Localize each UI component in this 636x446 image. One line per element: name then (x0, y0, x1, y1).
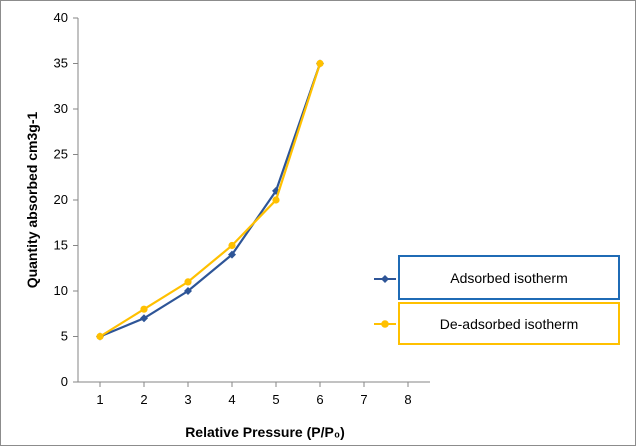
x-ticks: 1 2 3 4 5 6 7 8 (96, 382, 412, 407)
series-line-2 (99, 63, 322, 338)
x-tick-label: 3 (184, 392, 191, 407)
y-tick-label: 30 (54, 101, 68, 116)
y-tick-label: 40 (54, 10, 68, 25)
series-layer (96, 59, 324, 341)
x-tick-label: 5 (272, 392, 279, 407)
legend-label-deadsorbed: De-adsorbed isotherm (439, 315, 579, 332)
y-axis-title: Quantity absorbed cm3g-1 (24, 111, 40, 288)
legend-marker-2 (381, 320, 389, 328)
x-tick-label: 6 (316, 392, 323, 407)
x-tick-label: 2 (140, 392, 147, 407)
data-point (228, 241, 236, 250)
data-point (140, 314, 148, 323)
data-point (184, 287, 192, 295)
y-ticks: 0 5 10 15 20 25 30 35 40 (54, 10, 78, 389)
x-axis-title: Relative Pressure (P/P₀) (185, 424, 345, 440)
data-point (228, 250, 236, 259)
axes (77, 18, 430, 383)
y-tick-label: 0 (61, 374, 68, 389)
data-point (140, 305, 148, 313)
y-tick-label: 15 (54, 238, 68, 253)
legend-label-adsorbed: Adsorbed isotherm (450, 269, 568, 286)
y-tick-label: 20 (54, 192, 68, 207)
y-tick-label: 5 (61, 329, 68, 344)
data-point (184, 278, 192, 286)
series-line-1 (99, 63, 322, 338)
x-tick-label: 1 (96, 392, 103, 407)
x-tick-label: 7 (360, 392, 367, 407)
y-tick-label: 10 (54, 283, 68, 298)
x-tick-label: 4 (228, 392, 235, 407)
x-tick-label: 8 (404, 392, 411, 407)
y-tick-label: 25 (54, 147, 68, 162)
legend-item-adsorbed: Adsorbed isotherm (398, 255, 620, 300)
legend-markers (374, 275, 396, 328)
data-point (316, 59, 324, 68)
data-point (272, 196, 280, 204)
legend-item-deadsorbed: De-adsorbed isotherm (398, 302, 620, 345)
data-point (96, 332, 104, 341)
legend-marker-1 (381, 275, 389, 283)
y-tick-label: 35 (54, 56, 68, 71)
